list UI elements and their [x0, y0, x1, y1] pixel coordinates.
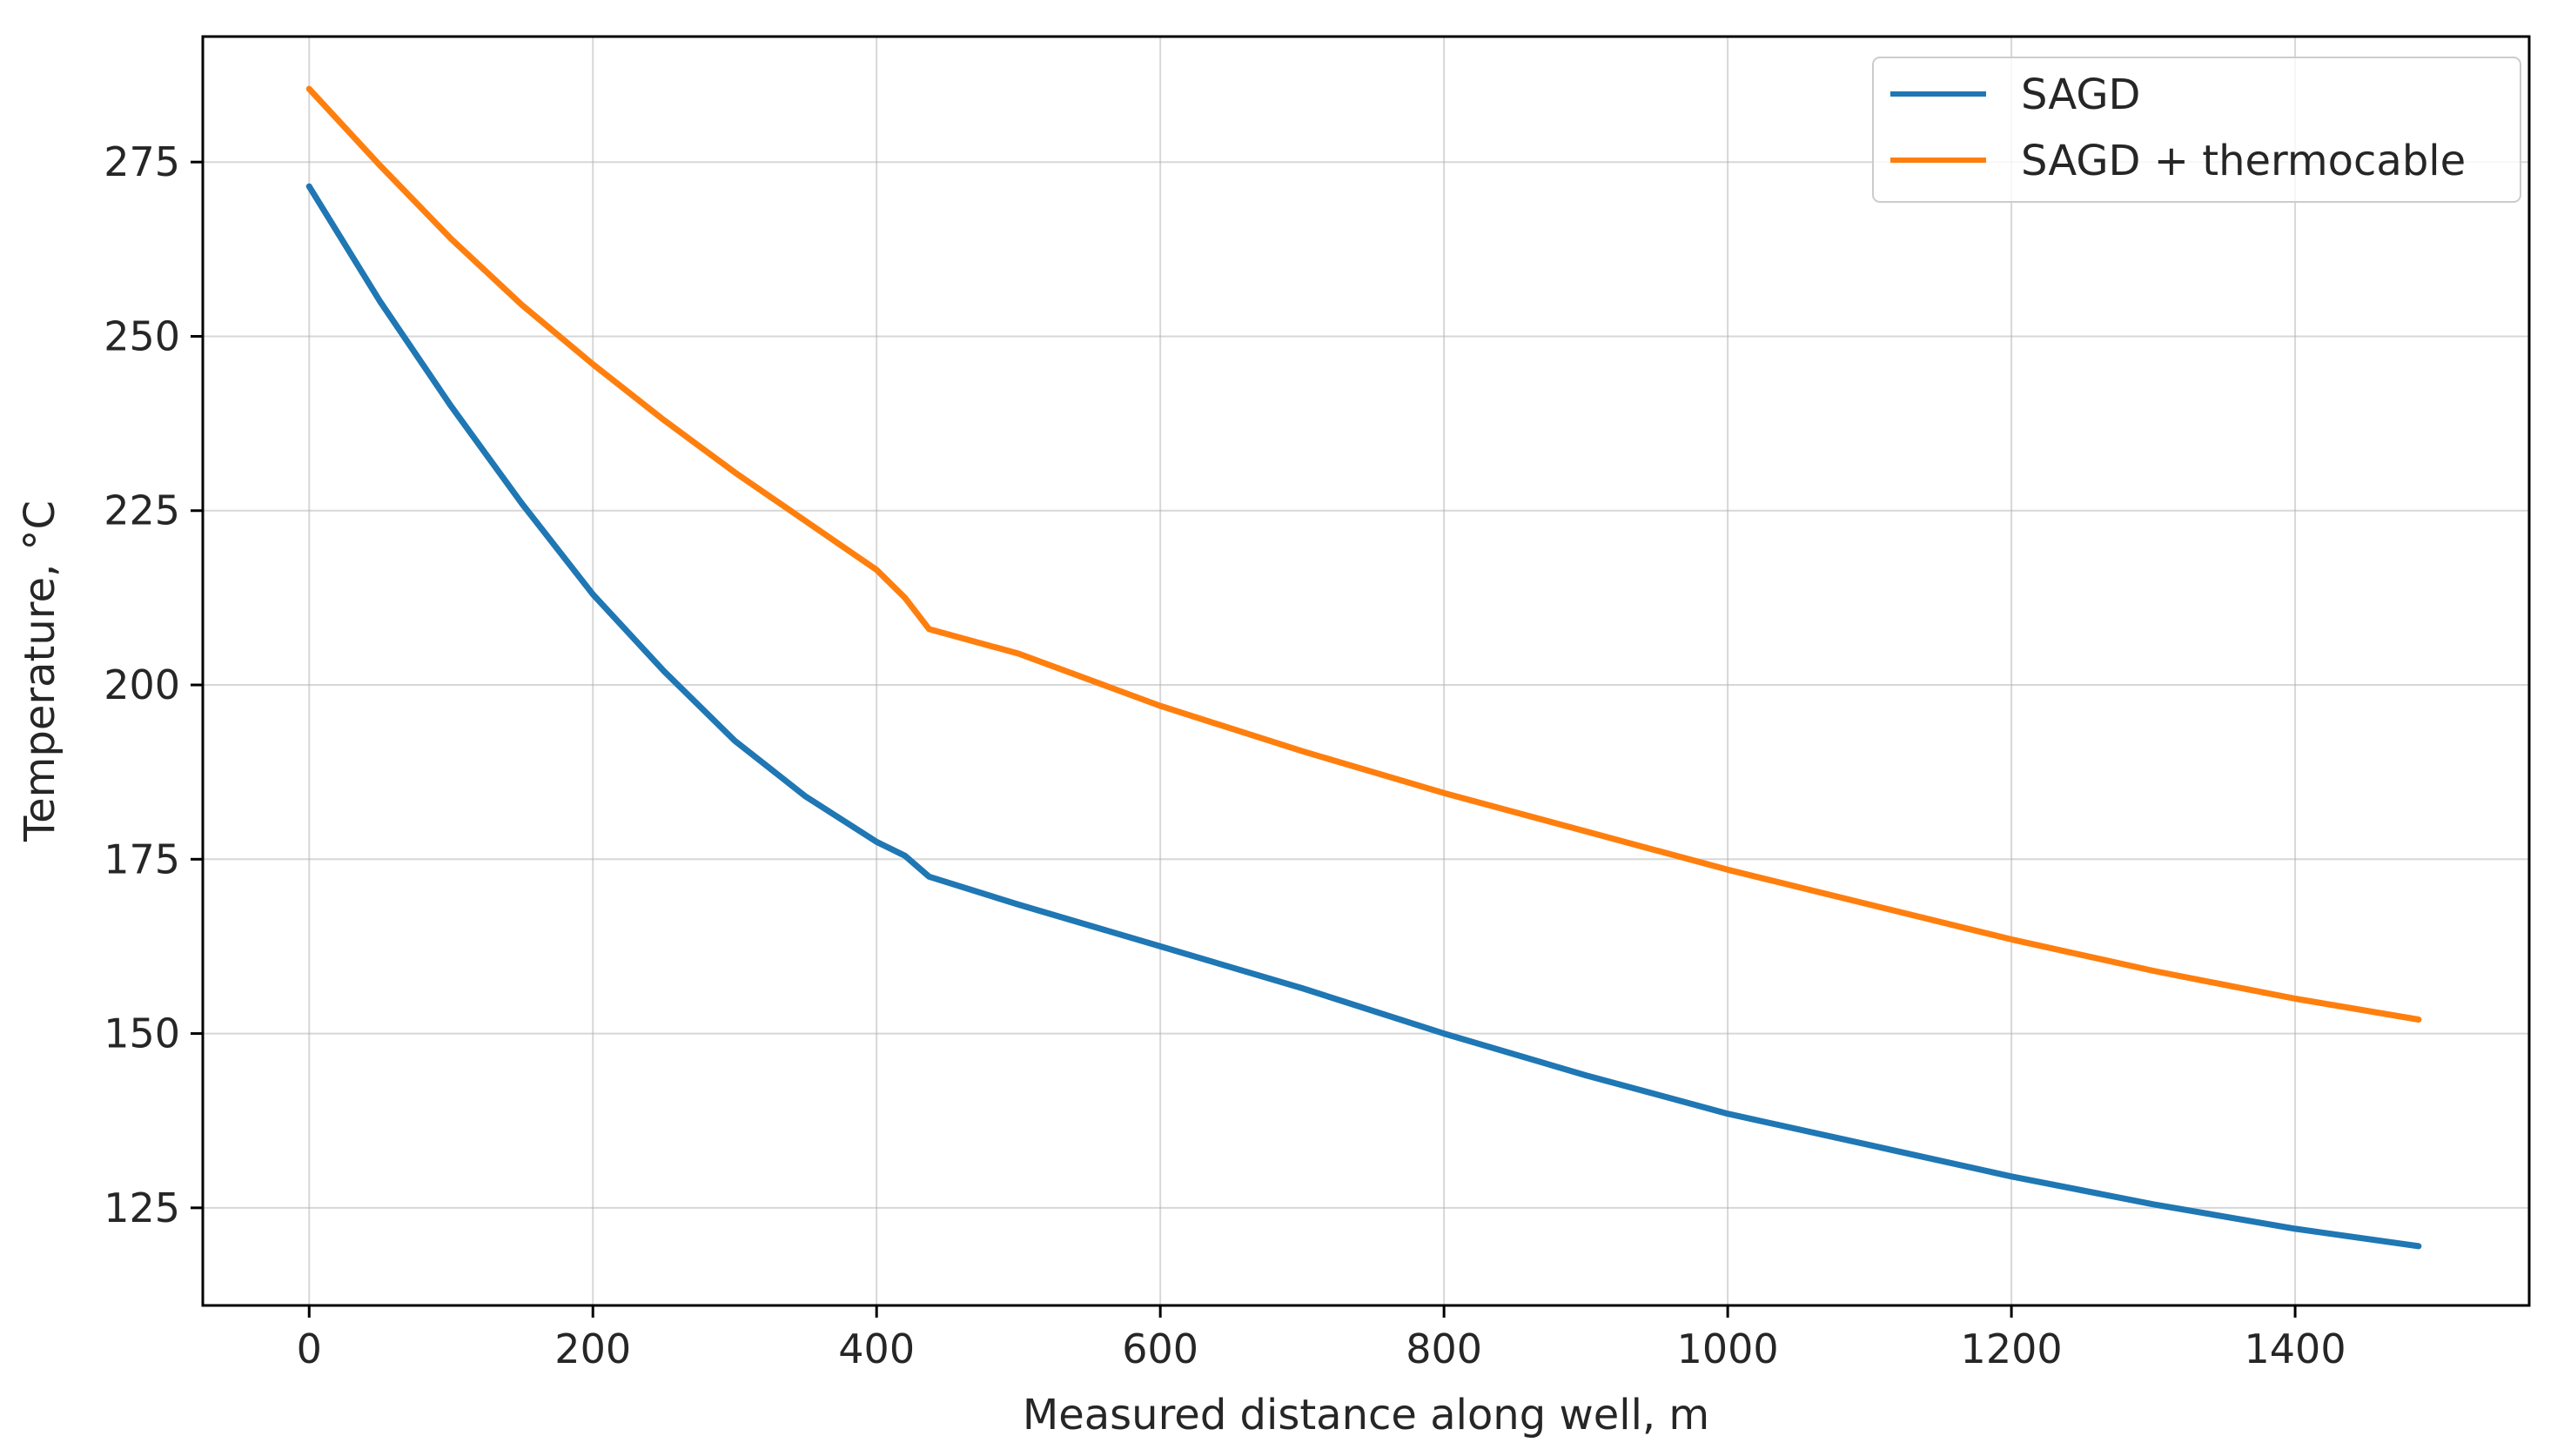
y-axis-label: Temperature, °C: [16, 500, 64, 842]
y-tick-label: 150: [104, 1010, 180, 1057]
x-tick-label: 1400: [2245, 1325, 2346, 1372]
series-line-sagd: [305, 183, 2422, 1250]
grid: [203, 37, 2529, 1305]
axis-ticks: 0 200 400 600 800 1000 1200 1400 125 150 175 200 225…: [104, 138, 2346, 1372]
plot-frame: [201, 35, 2531, 1307]
x-tick-label: 800: [1406, 1325, 1482, 1372]
y-tick-label: 275: [104, 138, 180, 185]
legend: SAGD SAGD + thermocable: [1872, 57, 2521, 203]
y-tick-label: 200: [104, 661, 180, 708]
x-tick-label: 1000: [1677, 1325, 1779, 1372]
x-tick-label: 200: [554, 1325, 631, 1372]
x-tick-label: 1200: [1961, 1325, 2063, 1372]
y-tick-label: 225: [104, 487, 180, 534]
legend-label-sagd: SAGD: [2021, 70, 2141, 119]
y-tick-label: 250: [104, 312, 180, 359]
legend-box: [1872, 57, 2521, 203]
series-line-sagd-thermocable: [305, 85, 2422, 1023]
y-tick-label: 125: [104, 1184, 180, 1231]
x-tick-label: 0: [297, 1325, 322, 1372]
y-tick-label: 175: [104, 835, 180, 882]
series-lines: [305, 85, 2422, 1250]
x-axis-label: Measured distance along well, m: [1023, 1391, 1709, 1439]
legend-label-sagd-thermocable: SAGD + thermocable: [2021, 137, 2466, 185]
x-tick-label: 400: [838, 1325, 915, 1372]
x-tick-label: 600: [1122, 1325, 1198, 1372]
